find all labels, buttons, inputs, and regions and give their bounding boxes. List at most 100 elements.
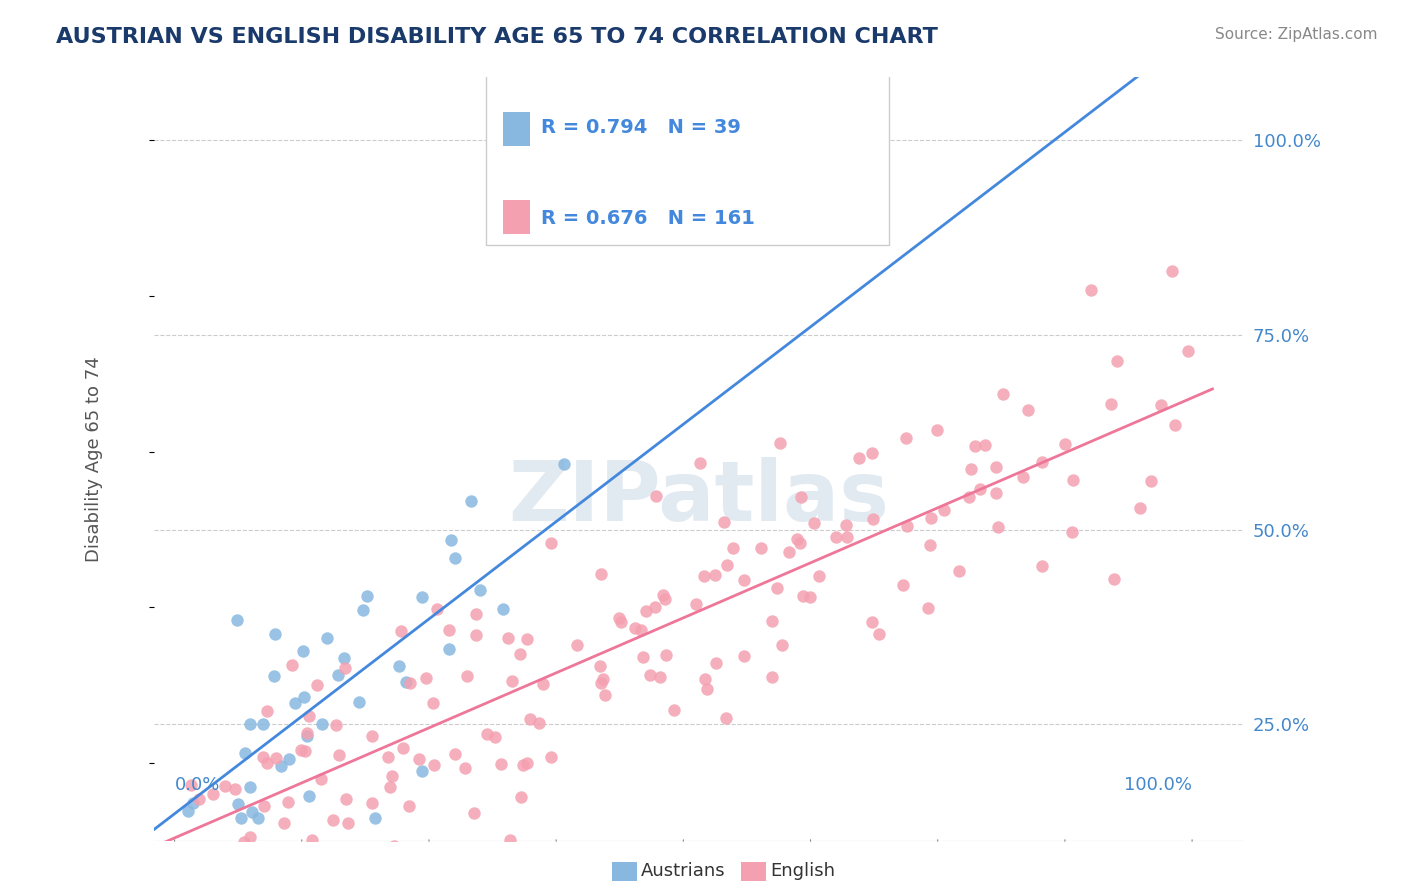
- Point: [470, 583, 492, 598]
- Point: [352, 603, 374, 617]
- Point: [510, 789, 533, 804]
- Point: [706, 656, 728, 670]
- Point: [263, 669, 285, 683]
- Text: English: English: [770, 862, 835, 880]
- Point: [786, 532, 808, 546]
- Point: [336, 816, 359, 830]
- Point: [1031, 455, 1053, 469]
- Point: [721, 541, 744, 555]
- Point: [239, 830, 262, 844]
- Point: [713, 515, 735, 529]
- Point: [270, 759, 292, 773]
- Point: [291, 644, 314, 658]
- Point: [932, 503, 955, 517]
- Point: [624, 621, 647, 635]
- Point: [749, 541, 772, 555]
- Point: [645, 489, 668, 503]
- Point: [1017, 403, 1039, 417]
- FancyBboxPatch shape: [486, 16, 889, 245]
- Point: [253, 798, 276, 813]
- Point: [378, 780, 401, 794]
- Point: [963, 439, 986, 453]
- Point: [294, 744, 316, 758]
- Point: [1149, 398, 1171, 412]
- Point: [984, 486, 1007, 500]
- Point: [654, 592, 676, 607]
- Point: [860, 615, 883, 629]
- Point: [315, 632, 337, 646]
- Point: [231, 811, 253, 825]
- Point: [1080, 283, 1102, 297]
- Point: [239, 780, 262, 795]
- Point: [297, 873, 319, 888]
- Point: [224, 851, 246, 865]
- Point: [778, 545, 800, 559]
- Point: [388, 659, 411, 673]
- Point: [848, 450, 870, 465]
- Point: [1054, 436, 1077, 450]
- Point: [460, 494, 482, 508]
- Point: [704, 567, 727, 582]
- Point: [695, 672, 717, 686]
- Point: [202, 787, 225, 801]
- Point: [422, 696, 444, 710]
- Point: [290, 743, 312, 757]
- Point: [333, 651, 356, 665]
- Point: [252, 717, 274, 731]
- Point: [311, 772, 333, 786]
- Point: [1164, 418, 1187, 433]
- Point: [298, 789, 321, 803]
- Point: [177, 804, 200, 818]
- Point: [465, 607, 488, 621]
- Point: [662, 703, 685, 717]
- Point: [252, 750, 274, 764]
- Point: [496, 632, 519, 646]
- Point: [181, 797, 204, 811]
- Point: [761, 614, 783, 628]
- Point: [512, 758, 534, 772]
- Point: [516, 756, 538, 770]
- Point: [765, 582, 787, 596]
- Point: [180, 778, 202, 792]
- Point: [415, 671, 437, 685]
- Point: [716, 711, 738, 725]
- Point: [644, 600, 666, 615]
- Point: [224, 782, 246, 797]
- Point: [325, 718, 347, 732]
- Point: [426, 602, 449, 616]
- Point: [1107, 354, 1129, 368]
- Point: [1177, 343, 1199, 358]
- Point: [256, 704, 278, 718]
- Point: [440, 533, 463, 548]
- Point: [693, 569, 716, 583]
- Point: [529, 716, 551, 731]
- Point: [437, 624, 460, 638]
- Point: [297, 729, 319, 743]
- Point: [792, 590, 814, 604]
- Point: [335, 792, 357, 806]
- Point: [689, 456, 711, 470]
- Point: [799, 590, 821, 604]
- Point: [896, 518, 918, 533]
- Point: [959, 490, 981, 504]
- Point: [292, 690, 315, 704]
- Point: [361, 730, 384, 744]
- Point: [516, 632, 538, 646]
- Text: Disability Age 65 to 74: Disability Age 65 to 74: [86, 357, 104, 562]
- Point: [960, 462, 983, 476]
- Point: [589, 567, 612, 582]
- Point: [1060, 524, 1083, 539]
- Point: [278, 751, 301, 765]
- Point: [631, 649, 654, 664]
- Point: [894, 431, 917, 445]
- Point: [917, 600, 939, 615]
- Point: [240, 805, 263, 819]
- Point: [893, 578, 915, 592]
- Point: [993, 387, 1015, 401]
- Point: [636, 603, 658, 617]
- Point: [630, 623, 652, 637]
- Point: [347, 695, 370, 709]
- Point: [761, 670, 783, 684]
- Point: [592, 673, 614, 687]
- Point: [363, 811, 385, 825]
